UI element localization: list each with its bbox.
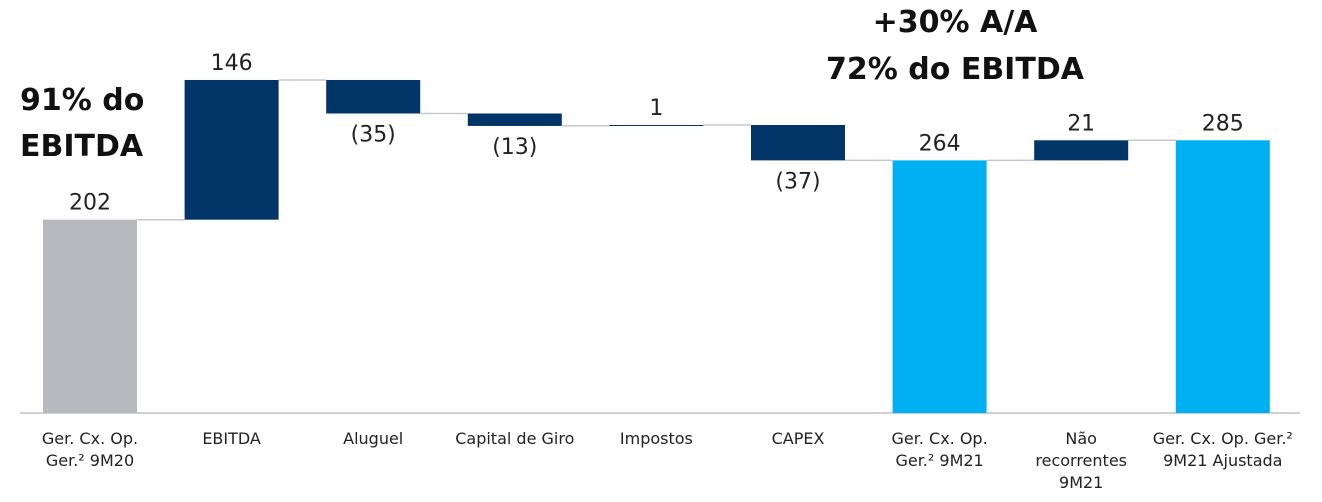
- bar: [751, 124, 845, 161]
- x-tick-label: Capital de Giro: [455, 429, 575, 448]
- x-tick-label: Ger. Cx. Op. Ger.² 9M21: [891, 429, 988, 470]
- value-label: 285: [1202, 111, 1244, 136]
- bar: [892, 160, 987, 413]
- annotation: 91% do EBITDA: [20, 83, 145, 164]
- value-label: 1: [649, 96, 663, 121]
- x-tick-label: Ger. Cx. Op. Ger.² 9M20: [41, 429, 139, 470]
- x-tick-label: Não recorrentes 9M21: [1035, 429, 1127, 492]
- value-label: 202: [69, 191, 111, 216]
- bar: [467, 113, 562, 126]
- x-tick-label: CAPEX: [771, 429, 825, 448]
- value-label: (35): [351, 122, 396, 147]
- value-label: 146: [211, 51, 253, 76]
- bar: [326, 80, 421, 114]
- x-tick-label: Ger. Cx. Op. Ger.² 9M21 Ajustada: [1152, 429, 1293, 470]
- x-tick-label: EBITDA: [202, 429, 261, 448]
- bar: [609, 124, 704, 126]
- bar: [1034, 140, 1129, 161]
- bar: [184, 80, 279, 220]
- value-label: 264: [919, 131, 961, 156]
- bar: [1175, 140, 1270, 413]
- value-label: 21: [1067, 111, 1095, 136]
- bar: [43, 219, 137, 413]
- value-label: (37): [775, 169, 820, 194]
- value-label: (13): [492, 135, 537, 160]
- annotation: 72% do EBITDA: [826, 52, 1084, 87]
- annotation: +30% A/A: [872, 5, 1038, 40]
- x-tick-label: Impostos: [619, 429, 693, 448]
- x-tick-label: Aluguel: [343, 429, 404, 448]
